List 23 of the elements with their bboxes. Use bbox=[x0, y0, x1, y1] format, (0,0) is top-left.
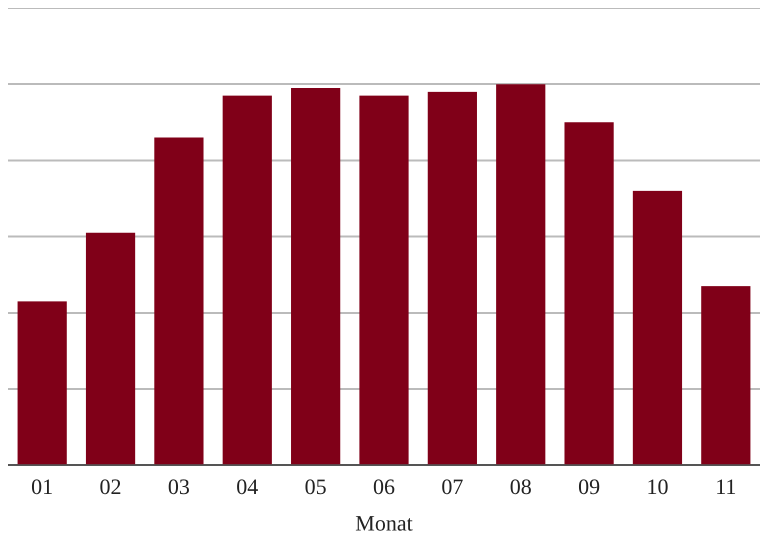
x-axis-title: Monat bbox=[355, 510, 413, 536]
bar bbox=[86, 232, 136, 464]
bar bbox=[222, 96, 272, 464]
x-tick-label: 02 bbox=[100, 474, 122, 500]
bar bbox=[632, 190, 682, 464]
x-tick-label: 06 bbox=[373, 474, 395, 500]
x-tick-label: 11 bbox=[715, 474, 736, 500]
bar bbox=[564, 122, 614, 464]
x-tick-label: 05 bbox=[304, 474, 327, 500]
x-tick-label: 01 bbox=[31, 474, 54, 500]
x-tick-label: 07 bbox=[441, 474, 464, 500]
x-tick-label: 10 bbox=[646, 474, 668, 500]
bar bbox=[291, 88, 340, 464]
x-tick-label: 08 bbox=[510, 474, 532, 500]
x-tick-label: 04 bbox=[236, 474, 258, 500]
bar bbox=[154, 138, 204, 464]
bar bbox=[428, 92, 477, 464]
x-tick-label: 09 bbox=[578, 474, 600, 500]
bar bbox=[18, 301, 67, 464]
x-tick-label: 03 bbox=[168, 474, 190, 500]
bar bbox=[359, 96, 409, 464]
bar bbox=[496, 84, 546, 464]
bar bbox=[701, 286, 750, 464]
